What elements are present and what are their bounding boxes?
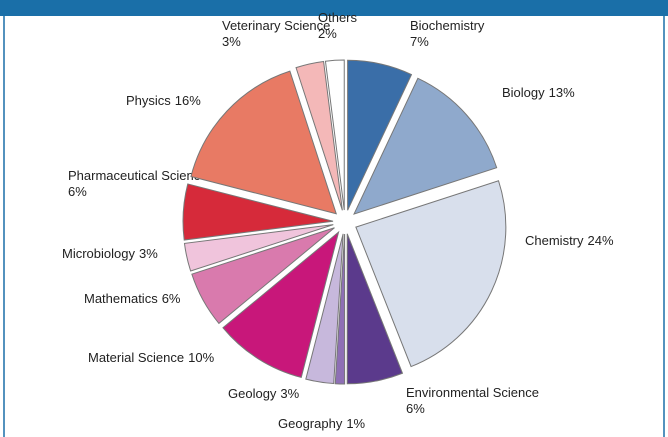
- slice-label-name: Biochemistry: [410, 18, 485, 33]
- pie-slice: [334, 233, 346, 385]
- slice-label: Environmental Science 6%: [406, 385, 539, 416]
- slice-label-value: 1%: [346, 416, 365, 431]
- slice-label-value: 13%: [549, 85, 575, 100]
- slice-label-name: Geography: [278, 416, 343, 431]
- pie-slice: [346, 233, 404, 385]
- slice-label-name: Chemistry: [525, 233, 584, 248]
- slice-label: Others 2%: [318, 10, 358, 41]
- slice-label-value: 6%: [406, 401, 425, 416]
- pie-slice: [295, 60, 343, 211]
- slice-label: Microbiology 3%: [62, 246, 158, 261]
- slice-label: Pharmaceutical Science 6%: [68, 168, 207, 199]
- pie-slice: [182, 183, 334, 241]
- slice-label: Physics 16%: [126, 93, 201, 108]
- slice-label: Mathematics 6%: [84, 291, 181, 306]
- pie-slice: [355, 180, 507, 368]
- slice-label-value: 7%: [410, 34, 429, 49]
- pie-slice: [305, 233, 344, 385]
- pie-slice: [347, 59, 413, 211]
- slice-label-value: 6%: [162, 291, 181, 306]
- slice-label-name: Geology: [228, 386, 277, 401]
- pie-slice: [191, 227, 335, 325]
- slice-label-name: Physics: [126, 93, 171, 108]
- slice-label: Chemistry 24%: [525, 233, 614, 248]
- slice-label-value: 6%: [68, 184, 87, 199]
- slice-label-value: 2%: [318, 26, 337, 41]
- pie-slice: [222, 230, 340, 379]
- slice-label-name: Pharmaceutical Science: [68, 168, 207, 183]
- slice-label-value: 3%: [222, 34, 241, 49]
- pie-slice: [324, 59, 345, 211]
- header-bar: [0, 0, 668, 16]
- slice-label: Geography 1%: [278, 416, 366, 431]
- slice-label-value: 10%: [188, 350, 214, 365]
- slice-label-value: 16%: [175, 93, 201, 108]
- pie-slice: [183, 224, 334, 272]
- slice-label: Biochemistry 7%: [410, 18, 485, 49]
- slice-label-name: Mathematics: [84, 291, 158, 306]
- slice-label-name: Environmental Science: [406, 385, 539, 400]
- slice-label-name: Others: [318, 10, 358, 25]
- slice-label: Veterinary Science 3%: [222, 18, 330, 49]
- slice-label-name: Veterinary Science: [222, 18, 330, 33]
- pie-slice: [353, 77, 498, 215]
- slice-label-value: 3%: [139, 246, 158, 261]
- slice-label-value: 3%: [280, 386, 299, 401]
- pie-slice: [190, 70, 338, 215]
- slice-label: Geology 3%: [228, 386, 300, 401]
- slice-label: Material Science 10%: [88, 350, 215, 365]
- slice-label-name: Biology: [502, 85, 545, 100]
- slice-label-name: Microbiology: [62, 246, 135, 261]
- slice-label: Biology 13%: [502, 85, 575, 100]
- slice-label-name: Material Science: [88, 350, 184, 365]
- slice-label-value: 24%: [588, 233, 614, 248]
